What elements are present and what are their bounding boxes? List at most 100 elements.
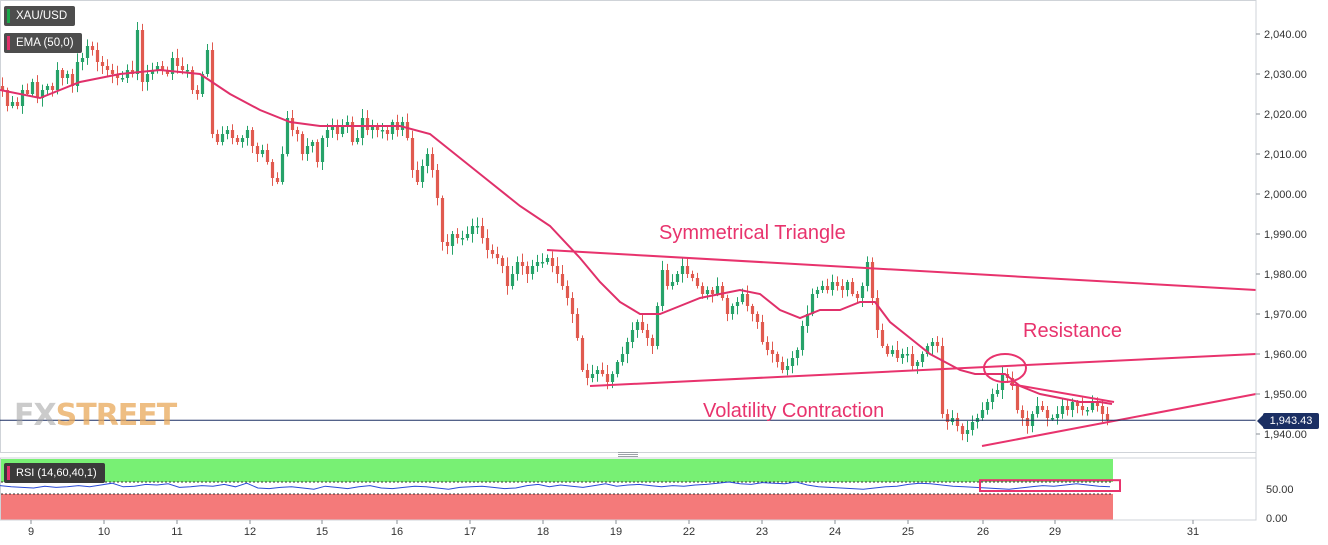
candle-body xyxy=(1055,414,1060,418)
candle-body xyxy=(705,290,710,294)
candle-body xyxy=(985,402,990,410)
candle-body xyxy=(960,426,965,434)
candle-body xyxy=(550,258,555,266)
candle-body xyxy=(625,342,630,354)
candle-body xyxy=(640,322,645,330)
time-tick-label: 18 xyxy=(537,526,549,538)
candle-body xyxy=(910,354,915,366)
candle-body xyxy=(600,370,605,374)
time-tick-label: 11 xyxy=(171,526,182,538)
candle-body xyxy=(140,30,145,82)
candle-body xyxy=(180,66,185,70)
candle-body xyxy=(480,226,485,238)
candle-body xyxy=(680,266,685,274)
candle-body xyxy=(1090,402,1095,410)
candle-body xyxy=(1040,406,1045,410)
candle-body xyxy=(875,298,880,330)
candle-body xyxy=(945,414,950,422)
candle-body xyxy=(60,70,65,78)
rsi-tick-label: 50.00 xyxy=(1266,484,1294,496)
candle-body xyxy=(860,286,865,298)
candle-body xyxy=(290,118,295,130)
candle-body xyxy=(360,118,365,138)
time-tick-label: 29 xyxy=(1049,526,1061,538)
annotation-resistance: Resistance xyxy=(1023,320,1122,342)
candle-body xyxy=(535,262,540,266)
candle-body xyxy=(525,266,530,274)
triangle-upper-trendline xyxy=(546,249,1257,291)
candle-body xyxy=(675,274,680,282)
candle-body xyxy=(440,198,445,242)
candle-body xyxy=(1045,410,1050,418)
candle-body xyxy=(260,150,265,154)
candle-body xyxy=(570,298,575,314)
candle-body xyxy=(265,150,270,162)
brand-street: STREET xyxy=(55,398,178,433)
candle-body xyxy=(95,50,100,62)
candle-body xyxy=(825,286,830,290)
candle-body xyxy=(515,262,520,274)
price-tick-label: 1,960.00 xyxy=(1264,349,1307,361)
annotation-volatility-contraction: Volatility Contraction xyxy=(703,400,885,422)
rsi-highlight-box xyxy=(979,479,1121,493)
candle-body xyxy=(755,314,760,322)
candle-body xyxy=(1050,418,1055,420)
candle-body xyxy=(25,90,30,94)
candle-body xyxy=(1100,406,1105,414)
candle-body xyxy=(710,290,715,294)
candle-body xyxy=(505,266,510,286)
symbol-label: XAU/USD xyxy=(4,6,76,26)
candle-body xyxy=(65,74,70,78)
candle-body xyxy=(1035,406,1040,414)
panel-splitter-handle[interactable] xyxy=(618,452,638,457)
candle-body xyxy=(725,298,730,314)
candle-body xyxy=(430,154,435,170)
candle-body xyxy=(695,278,700,286)
candle-body xyxy=(565,286,570,298)
candle-body xyxy=(80,58,85,62)
candle-body xyxy=(0,86,5,90)
candle-body xyxy=(915,362,920,366)
candle-body xyxy=(220,134,225,142)
candle-body xyxy=(75,62,80,86)
candle-body xyxy=(460,238,465,240)
candle-body xyxy=(115,74,120,78)
candle-body xyxy=(965,430,970,434)
candle-body xyxy=(410,138,415,170)
price-tick-label: 2,010.00 xyxy=(1264,149,1307,161)
candle-body xyxy=(850,282,855,294)
candle-body xyxy=(670,282,675,286)
candle-body xyxy=(30,82,35,94)
time-tick-label: 22 xyxy=(683,526,695,538)
candle-body xyxy=(490,250,495,254)
candle-body xyxy=(330,126,335,130)
price-tick-label: 2,040.00 xyxy=(1264,29,1307,41)
candle-body xyxy=(630,330,635,342)
candle-body xyxy=(50,86,55,90)
candle-body xyxy=(520,262,525,266)
candle-body xyxy=(845,282,850,290)
candle-body xyxy=(230,130,235,138)
candle-body xyxy=(160,66,165,70)
candle-body xyxy=(655,306,660,346)
candle-body xyxy=(120,78,125,80)
candle-body xyxy=(885,346,890,354)
candle-body xyxy=(450,234,455,246)
candle-body xyxy=(275,178,280,182)
candle-body xyxy=(485,238,490,250)
candle-body xyxy=(880,330,885,346)
time-tick-label: 25 xyxy=(902,526,914,538)
candle-body xyxy=(795,350,800,358)
candle-body xyxy=(100,62,105,66)
candle-body xyxy=(10,102,15,106)
rsi-color-swatch xyxy=(7,466,10,480)
candle-body xyxy=(270,162,275,178)
candle-body xyxy=(955,418,960,426)
candle-body xyxy=(700,286,705,294)
candle-body xyxy=(745,294,750,306)
contraction-resistance-trendline xyxy=(1009,383,1115,403)
candle-body xyxy=(335,126,340,134)
candle-body xyxy=(245,130,250,138)
candle-body xyxy=(890,350,895,354)
candle-body xyxy=(665,270,670,286)
